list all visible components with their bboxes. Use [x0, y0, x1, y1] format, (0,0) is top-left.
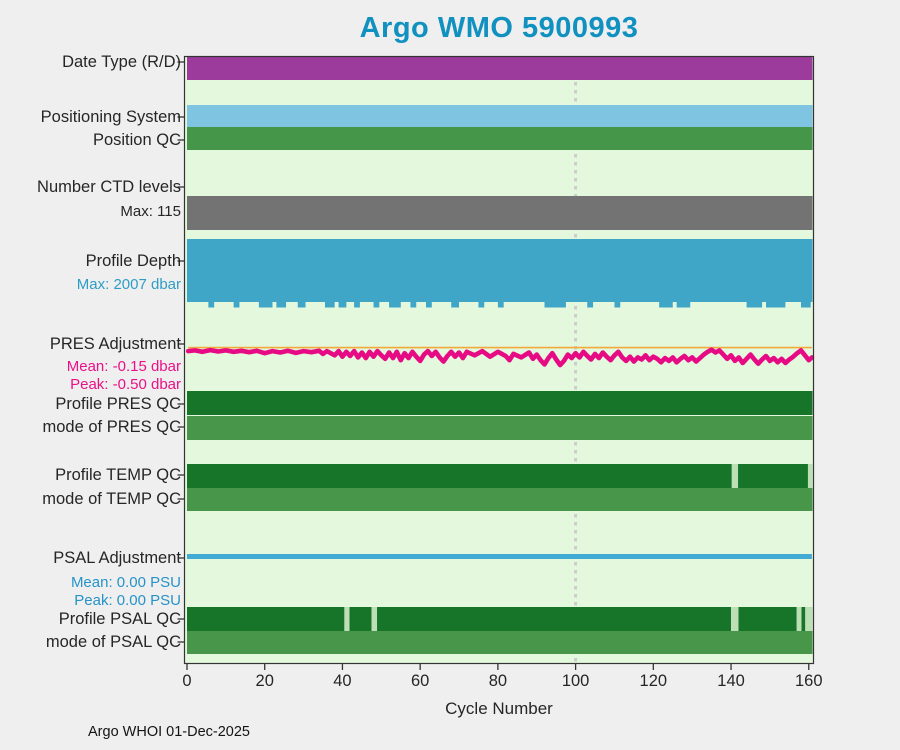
- x-tick-label-140: 140: [717, 672, 745, 690]
- x-tick-label-100: 100: [561, 672, 590, 690]
- bar-profile_psal_qc-pale: [796, 607, 802, 631]
- x-tick-label-80: 80: [488, 672, 508, 690]
- row-label-mode_pres_qc: mode of PRES QC: [42, 418, 181, 436]
- row-sublabel-ctd_levels-0: Max: 115: [120, 203, 181, 220]
- plot-background: [185, 57, 813, 663]
- bar-profile-depth-deep: [497, 302, 504, 308]
- bar-mode_pres_qc: [187, 416, 813, 440]
- bar-profile-depth-deep: [258, 302, 273, 308]
- bar-profile-depth-deep: [410, 302, 417, 308]
- line-pres_adjustment: [185, 347, 815, 368]
- x-tick-label-0: 0: [182, 672, 192, 690]
- row-label-ctd_levels: Number CTD levels: [37, 178, 181, 196]
- bar-profile_psal_qc-pale: [344, 607, 350, 631]
- footer-text: Argo WHOI 01-Dec-2025: [88, 724, 250, 740]
- bar-profile-depth-deep: [746, 302, 763, 308]
- plot-border: [183, 55, 815, 665]
- bar-profile_temp_qc-pale: [731, 464, 739, 488]
- bar-profile_psal_qc-pale: [731, 607, 739, 631]
- bar-profile-depth-deep: [354, 302, 360, 308]
- bar-profile-depth-deep: [659, 302, 673, 308]
- bar-position_qc: [187, 127, 813, 150]
- row-sublabel-psal_adjustment-1: Peak: 0.00 PSU: [74, 592, 181, 609]
- bar-profile-depth-deep: [324, 302, 335, 308]
- bar-profile_temp_qc: [187, 464, 732, 488]
- bar-profile-depth-deep: [373, 302, 380, 308]
- bar-profile-depth-deep: [208, 302, 215, 308]
- row-label-mode_psal_qc: mode of PSAL QC: [45, 633, 181, 651]
- bar-profile-depth-deep: [614, 302, 621, 308]
- row-label-positioning_system: Positioning System: [40, 108, 181, 126]
- row-sublabel-pres_adjustment-0: Mean: -0.15 dbar: [66, 358, 181, 375]
- bar-profile-depth-deep: [587, 302, 594, 308]
- x-tick-label-20: 20: [255, 672, 274, 690]
- bar-profile-depth-deep: [233, 302, 240, 308]
- x-tick-label-160: 160: [794, 672, 823, 690]
- row-label-position_qc: Position QC: [92, 131, 181, 149]
- row-label-profile_psal_qc: Profile PSAL QC: [58, 610, 181, 628]
- bar-positioning_system: [187, 105, 813, 127]
- bar-profile-depth-deep: [451, 302, 460, 308]
- row-label-profile_pres_qc: Profile PRES QC: [55, 395, 181, 413]
- x-tick-label-120: 120: [639, 672, 668, 690]
- bar-profile_psal_qc: [349, 607, 372, 631]
- bar-profile_psal_qc-pale: [371, 607, 377, 631]
- row-label-profile_depth: Profile Depth: [85, 252, 181, 270]
- line-psal_adjustment: [187, 554, 812, 559]
- row-label-pres_adjustment: PRES Adjustment: [49, 335, 181, 353]
- bar-mode_temp_qc: [187, 488, 813, 511]
- bar-ctd_levels: [187, 196, 813, 230]
- bar-profile_psal_qc: [377, 607, 732, 631]
- bar-profile_psal_qc-pale: [805, 607, 813, 631]
- bar-profile_temp_qc: [738, 464, 808, 488]
- bar-profile-depth-deep: [389, 302, 401, 308]
- row-sublabel-profile_depth-0: Max: 2007 dbar: [76, 276, 181, 293]
- row-label-psal_adjustment: PSAL Adjustment: [53, 549, 181, 567]
- bar-profile-depth-deep: [425, 302, 432, 308]
- bar-profile-depth-deep: [544, 302, 566, 308]
- row-sublabel-psal_adjustment-0: Mean: 0.00 PSU: [70, 574, 181, 591]
- page-title: Argo WMO 5900993: [359, 12, 639, 44]
- bar-mode_psal_qc: [187, 631, 813, 654]
- x-tick-label-40: 40: [333, 672, 352, 690]
- row-label-date_type: Date Type (R/D): [62, 53, 181, 71]
- bar-profile_psal_qc: [187, 607, 345, 631]
- row-label-profile_temp_qc: Profile TEMP QC: [55, 466, 181, 484]
- y-axis-labels: Date Type (R/D) Positioning System Positio…: [0, 0, 181, 700]
- row-sublabel-pres_adjustment-1: Peak: -0.50 dbar: [70, 376, 181, 393]
- x-axis-label: Cycle Number: [445, 699, 553, 718]
- bar-profile-depth-deep: [676, 302, 691, 308]
- bar-profile_psal_qc: [738, 607, 797, 631]
- bar-profile-depth-deep: [478, 302, 485, 308]
- bar-profile_temp_qc-pale: [807, 464, 813, 488]
- bar-profile-depth-deep: [338, 302, 347, 308]
- row-label-mode_temp_qc: mode of TEMP QC: [42, 490, 181, 508]
- bar-profile_pres_qc: [187, 391, 813, 415]
- bar-profile_psal_qc: [801, 607, 806, 631]
- bar-profile-depth-deep: [276, 302, 287, 308]
- bar-profile-depth-deep: [800, 302, 811, 308]
- x-tick-label-60: 60: [410, 672, 430, 690]
- bar-profile-depth-deep: [297, 302, 306, 308]
- bar-profile-depth-deep: [766, 302, 786, 308]
- bar-profile_depth: [187, 239, 813, 302]
- bar-date_type: [187, 57, 813, 80]
